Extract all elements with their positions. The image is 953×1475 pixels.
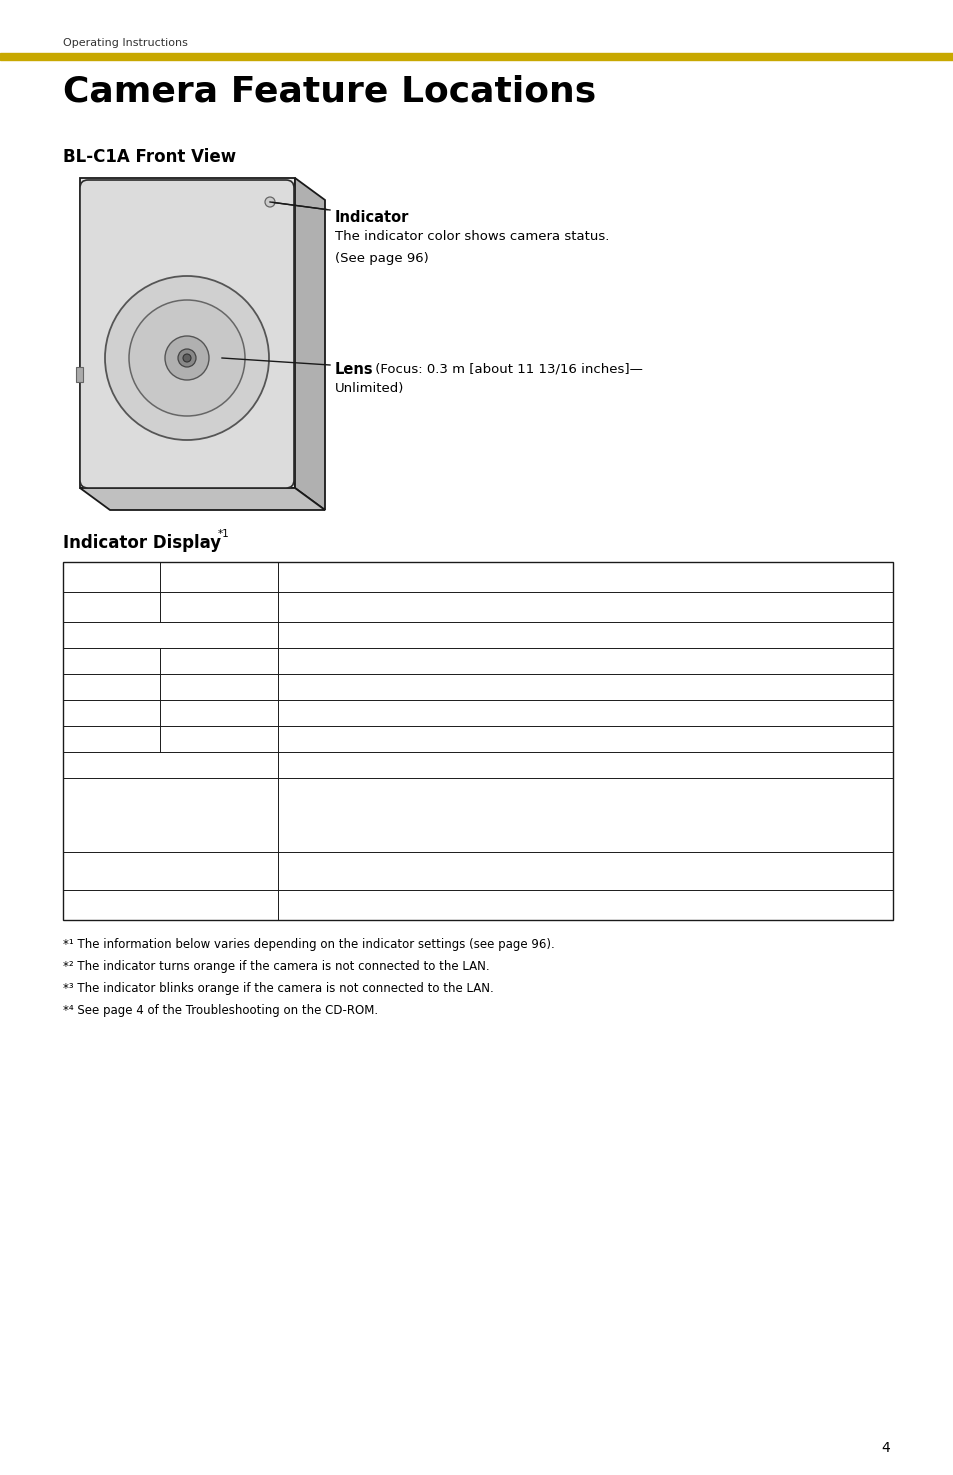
Text: *³ The indicator blinks orange if the camera is not connected to the LAN.: *³ The indicator blinks orange if the ca… bbox=[63, 982, 494, 996]
Bar bbox=[0, 53, 953, 60]
Text: Not on LAN: Not on LAN bbox=[188, 572, 251, 583]
Text: UPnPᴴᴹ Failure: UPnPᴴᴹ Failure bbox=[131, 866, 211, 876]
Text: Green: Green bbox=[568, 681, 601, 692]
Text: Got IP address: Got IP address bbox=[178, 735, 259, 743]
Text: Setting: Setting bbox=[199, 656, 239, 667]
Text: *1: *1 bbox=[218, 530, 230, 538]
Text: Automatic
Setup: Automatic Setup bbox=[67, 662, 124, 686]
Text: Operating Instructions: Operating Instructions bbox=[63, 38, 188, 49]
Text: Finished setting: Finished setting bbox=[174, 681, 263, 692]
Circle shape bbox=[178, 350, 195, 367]
Text: Power
on: Power on bbox=[67, 581, 101, 603]
Polygon shape bbox=[294, 178, 325, 510]
Circle shape bbox=[183, 354, 191, 361]
Text: (See page 96): (See page 96) bbox=[335, 252, 428, 266]
Text: Green: Green bbox=[568, 630, 601, 640]
Text: Orange blinking (About a 2-second interval): Orange blinking (About a 2-second interv… bbox=[462, 866, 707, 876]
Text: Getting IP address*³: Getting IP address*³ bbox=[162, 708, 275, 718]
Text: Lens: Lens bbox=[335, 361, 374, 378]
Text: Indicator Display: Indicator Display bbox=[63, 534, 221, 552]
Text: Red blinking*⁴: Red blinking*⁴ bbox=[545, 900, 624, 910]
Text: Orange → Orange blinking → Green blinking → Green: Orange → Orange blinking → Green blinkin… bbox=[437, 602, 732, 612]
Text: BL-C1A Front View: BL-C1A Front View bbox=[63, 148, 236, 167]
Text: Normal Operation*²: Normal Operation*² bbox=[115, 630, 225, 640]
Text: *¹ The information below varies depending on the indicator settings (see page 96: *¹ The information below varies dependin… bbox=[63, 938, 554, 951]
Polygon shape bbox=[80, 178, 294, 488]
Text: The indicator color shows camera status.: The indicator color shows camera status. bbox=[335, 230, 609, 243]
Text: Orange blinking → Turning off (about 5 seconds)
→ The status when turned on
(The: Orange blinking → Turning off (about 5 s… bbox=[413, 796, 757, 833]
Text: *² The indicator turns orange if the camera is not connected to the LAN.: *² The indicator turns orange if the cam… bbox=[63, 960, 489, 974]
Circle shape bbox=[265, 198, 274, 206]
Text: Orange blinking → Green blinking: Orange blinking → Green blinking bbox=[492, 708, 679, 718]
Polygon shape bbox=[80, 488, 325, 510]
Text: FACTORY DEFAULT RESET
button pressed: FACTORY DEFAULT RESET button pressed bbox=[100, 804, 240, 826]
Text: Internal Failure: Internal Failure bbox=[129, 900, 212, 910]
Bar bbox=[63, 562, 892, 920]
Text: Indicator: Indicator bbox=[335, 209, 409, 226]
Circle shape bbox=[105, 276, 269, 440]
Text: Orange → Orange blinking: Orange → Orange blinking bbox=[512, 572, 659, 583]
Text: Green blinking: Green blinking bbox=[544, 656, 626, 667]
Circle shape bbox=[165, 336, 209, 381]
Text: Green: Green bbox=[568, 735, 601, 743]
Text: Using
DHCP: Using DHCP bbox=[67, 715, 98, 738]
Bar bbox=[76, 367, 83, 382]
Text: Unlimited): Unlimited) bbox=[335, 382, 404, 395]
Text: *⁴ See page 4 of the Troubleshooting on the CD-ROM.: *⁴ See page 4 of the Troubleshooting on … bbox=[63, 1004, 377, 1016]
FancyBboxPatch shape bbox=[80, 180, 294, 488]
Text: Camera Feature Locations: Camera Feature Locations bbox=[63, 75, 596, 109]
Text: Orange blinking: Orange blinking bbox=[540, 760, 629, 770]
Text: Updating Firmware: Updating Firmware bbox=[117, 760, 223, 770]
Text: On LAN: On LAN bbox=[198, 602, 240, 612]
Text: (Focus: 0.3 m [about 11 13/16 inches]—: (Focus: 0.3 m [about 11 13/16 inches]— bbox=[371, 361, 642, 375]
Circle shape bbox=[129, 299, 245, 416]
Text: 4: 4 bbox=[881, 1441, 889, 1454]
